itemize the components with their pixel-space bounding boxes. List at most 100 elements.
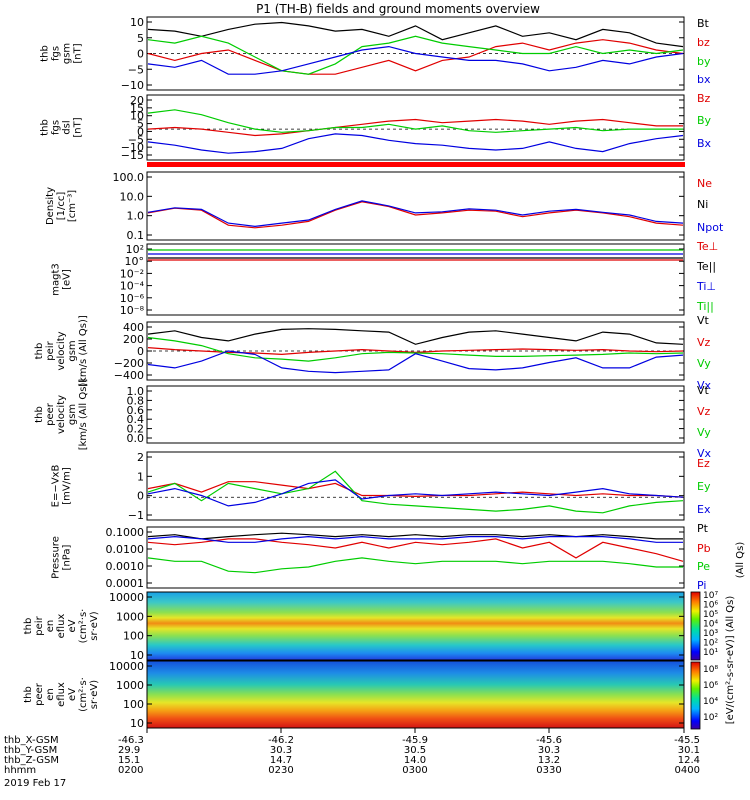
y-tick-label: 0 — [137, 48, 144, 61]
series-by — [147, 35, 684, 75]
colorbar-tick: 10⁷ — [703, 591, 718, 601]
panel-frame — [146, 385, 685, 444]
colorbar-tick: 10⁴ — [703, 620, 718, 630]
x-tick-label: -46.2 — [268, 735, 294, 746]
panel-frame — [146, 451, 685, 521]
legend-Vz: Vz — [697, 405, 711, 418]
y-tick-label: 0.1 — [127, 229, 145, 242]
y-tick-label: 1.0 — [127, 385, 145, 398]
y-axis-label: [nPa] — [62, 544, 73, 570]
y-tick-label: 100 — [123, 698, 144, 711]
x-tick-label: 12.4 — [678, 755, 700, 766]
y-tick-label: −10 — [121, 79, 144, 92]
y-axis-label: eV — [67, 619, 78, 632]
series-Pt — [147, 532, 683, 540]
legend-Vt: Vt — [697, 314, 710, 327]
x-tick-label: 14.0 — [404, 755, 426, 766]
panel-frame — [146, 243, 685, 316]
y-tick-label: 0.0010 — [106, 560, 145, 573]
legend-Ti||: Ti|| — [696, 300, 714, 313]
panel-frame — [146, 171, 685, 241]
y-axis-label: eV — [67, 688, 78, 701]
x-row-label: hhmm — [4, 765, 36, 776]
colorbar-tick: 10² — [703, 639, 718, 649]
y-tick-label: 5 — [137, 118, 144, 131]
y-tick-label: 10 — [130, 16, 144, 29]
series-Vt — [147, 328, 684, 345]
ion-colorbar — [690, 591, 701, 661]
y-axis-label: thb — [40, 119, 51, 136]
legend-Vz: Vz — [697, 336, 711, 349]
y-tick-label: 1.0 — [127, 210, 145, 223]
y-axis-label: [eV] — [62, 269, 73, 290]
x-tick-label: -45.9 — [402, 735, 428, 746]
legend-Ti⊥: Ti⊥ — [696, 280, 716, 293]
y-axis-label: velocity — [56, 331, 67, 370]
y-axis-label: fgs — [51, 120, 62, 135]
legend-Vy: Vy — [697, 426, 711, 439]
legend-Pb: Pb — [697, 542, 711, 555]
y-tick-label: 400 — [123, 321, 144, 334]
y-tick-label: 1000 — [116, 610, 144, 623]
legend-Bz: Bz — [697, 92, 711, 105]
y-axis-label: (cm²·s· — [78, 609, 89, 644]
series-Ex — [147, 479, 684, 507]
y-axis-label: peir — [34, 615, 45, 635]
x-tick-label: 0300 — [402, 765, 427, 776]
y-axis-label: eflux — [56, 682, 67, 707]
y-tick-label: 10⁻⁴ — [120, 280, 145, 293]
y-axis-label: gsm — [67, 404, 78, 425]
y-axis-label: [cm⁻³] — [67, 190, 78, 222]
y-tick-label: 0.1000 — [106, 526, 145, 539]
x-tick-label: 0400 — [675, 765, 700, 776]
y-axis-label: peer — [45, 402, 56, 426]
series-bz — [147, 39, 684, 75]
colorbar-tick: 10⁴ — [703, 697, 718, 707]
colorbar-tick: 10⁶ — [703, 681, 718, 691]
y-tick-label: 0.4 — [127, 413, 145, 426]
y-tick-label: 0.0 — [127, 432, 145, 445]
y-axis-label: [km/s (All Qs)] — [78, 379, 89, 451]
y-tick-label: 100.0 — [113, 171, 145, 184]
y-axis-label: velocity — [56, 395, 67, 434]
legend-by: by — [697, 55, 711, 68]
series-Ey — [147, 470, 684, 514]
x-tick-label: 30.5 — [404, 745, 426, 756]
series-Bx — [147, 133, 684, 154]
x-tick-label: 30.1 — [678, 745, 700, 756]
panel-peer_eflux: 10000 1000 100 10 thb peer en eflux eV (cm²·s· sr·… — [23, 660, 685, 730]
legend-Vx: Vx — [697, 379, 712, 392]
right-label: (All Qs) — [735, 542, 746, 579]
y-tick-label: 10⁻² — [120, 267, 144, 280]
y-axis-label: gsm — [67, 340, 78, 361]
colorbar-tick: 10³ — [703, 629, 718, 639]
y-tick-label: 0 — [137, 490, 144, 503]
y-axis-label: E=−VxB — [51, 465, 62, 508]
y-tick-label: −5 — [128, 133, 144, 146]
legend-Pe: Pe — [697, 560, 710, 573]
series-Pi — [147, 535, 683, 543]
y-tick-label: 10 — [130, 649, 144, 662]
series-Bz — [147, 118, 683, 137]
y-tick-label: 0.0100 — [106, 543, 145, 556]
series-Ne — [147, 201, 684, 229]
y-tick-label: 10 — [130, 717, 144, 730]
y-axis-label: thb — [34, 406, 45, 423]
panel-pressure: 0.1000 0.0100 0.0010 0.0001 Pressure [nPa] Pt P… — [51, 522, 747, 592]
y-axis-label: [nT] — [73, 43, 84, 63]
colorbar-tick: 10⁸ — [703, 665, 718, 675]
x-tick-label: -45.6 — [536, 735, 562, 746]
y-axis-label: sr·eV) — [89, 680, 100, 709]
y-tick-label: 10⁻⁶ — [120, 292, 145, 305]
y-tick-label: 100 — [123, 630, 144, 643]
x-tick-label: 14.7 — [270, 755, 292, 766]
y-tick-label: 10² — [126, 243, 144, 256]
y-axis-label: en — [45, 620, 56, 633]
series-Pe — [147, 557, 683, 574]
legend-bx: bx — [697, 73, 711, 86]
colorbar-tick: 10² — [703, 713, 718, 723]
y-tick-label: 0.0001 — [106, 577, 145, 590]
x-tick-label: 0200 — [118, 765, 143, 776]
